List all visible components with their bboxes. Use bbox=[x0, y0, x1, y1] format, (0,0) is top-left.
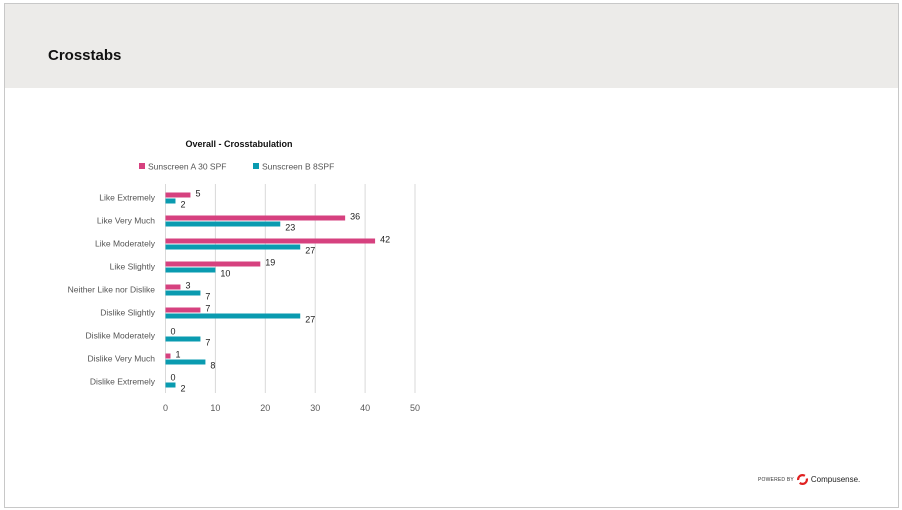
data-label: 36 bbox=[350, 212, 360, 222]
chart-title: Overall - Crosstabulation bbox=[185, 139, 292, 149]
bar-b bbox=[165, 267, 216, 273]
x-tick-label: 30 bbox=[310, 403, 320, 413]
bar-b bbox=[165, 313, 301, 319]
bar-a bbox=[165, 284, 181, 290]
header-bar bbox=[5, 4, 898, 88]
bar-a bbox=[165, 238, 376, 244]
bar-b bbox=[165, 198, 176, 204]
bar-b bbox=[165, 244, 301, 250]
legend-label: Sunscreen B 8SPF bbox=[262, 162, 334, 172]
data-label: 0 bbox=[171, 327, 176, 337]
data-label: 0 bbox=[171, 373, 176, 383]
bar-b bbox=[165, 290, 201, 296]
data-label: 27 bbox=[305, 315, 315, 325]
data-label: 3 bbox=[185, 281, 190, 291]
x-tick-label: 40 bbox=[360, 403, 370, 413]
x-tick-label: 20 bbox=[260, 403, 270, 413]
powered-by-text: POWERED BY bbox=[758, 476, 794, 483]
slide: Crosstabs bbox=[4, 3, 899, 508]
y-category-label: Neither Like nor Dislike bbox=[68, 285, 156, 295]
compusense-logo-icon bbox=[796, 474, 808, 485]
data-label: 23 bbox=[285, 223, 295, 233]
y-category-label: Dislike Slightly bbox=[100, 308, 156, 318]
x-tick-label: 0 bbox=[163, 403, 168, 413]
page-title: Crosstabs bbox=[48, 47, 122, 64]
data-label: 27 bbox=[305, 246, 315, 256]
powered-by-logo: POWERED BY Compusense. bbox=[758, 474, 860, 485]
bar-b bbox=[165, 221, 281, 227]
bar-a bbox=[165, 192, 191, 198]
data-label: 19 bbox=[265, 258, 275, 268]
data-label: 7 bbox=[205, 292, 210, 302]
bar-b bbox=[165, 382, 176, 388]
bar-b bbox=[165, 336, 201, 342]
y-category-label: Like Extremely bbox=[99, 193, 155, 203]
y-category-label: Dislike Moderately bbox=[86, 331, 156, 341]
legend-swatch bbox=[253, 163, 259, 169]
data-label: 7 bbox=[205, 338, 210, 348]
data-label: 2 bbox=[180, 200, 185, 210]
data-label: 8 bbox=[210, 361, 215, 371]
data-label: 5 bbox=[195, 189, 200, 199]
x-tick-label: 10 bbox=[210, 403, 220, 413]
bar-b bbox=[165, 359, 206, 365]
y-category-label: Like Slightly bbox=[110, 262, 156, 272]
bar-a bbox=[165, 215, 346, 221]
bar-a bbox=[165, 353, 171, 359]
bar-a bbox=[165, 261, 261, 267]
data-label: 7 bbox=[205, 304, 210, 314]
data-label: 1 bbox=[175, 350, 180, 360]
data-label: 10 bbox=[220, 269, 230, 279]
legend-label: Sunscreen A 30 SPF bbox=[148, 162, 226, 172]
data-label: 2 bbox=[180, 384, 185, 394]
y-category-label: Dislike Extremely bbox=[90, 377, 156, 387]
brand-text: Compusense. bbox=[810, 475, 861, 484]
legend-swatch bbox=[139, 163, 145, 169]
y-category-label: Dislike Very Much bbox=[87, 354, 155, 364]
data-label: 42 bbox=[380, 235, 390, 245]
bar-a bbox=[165, 307, 201, 313]
x-tick-label: 50 bbox=[410, 403, 420, 413]
y-category-label: Like Very Much bbox=[97, 216, 155, 226]
y-category-label: Like Moderately bbox=[95, 239, 156, 249]
